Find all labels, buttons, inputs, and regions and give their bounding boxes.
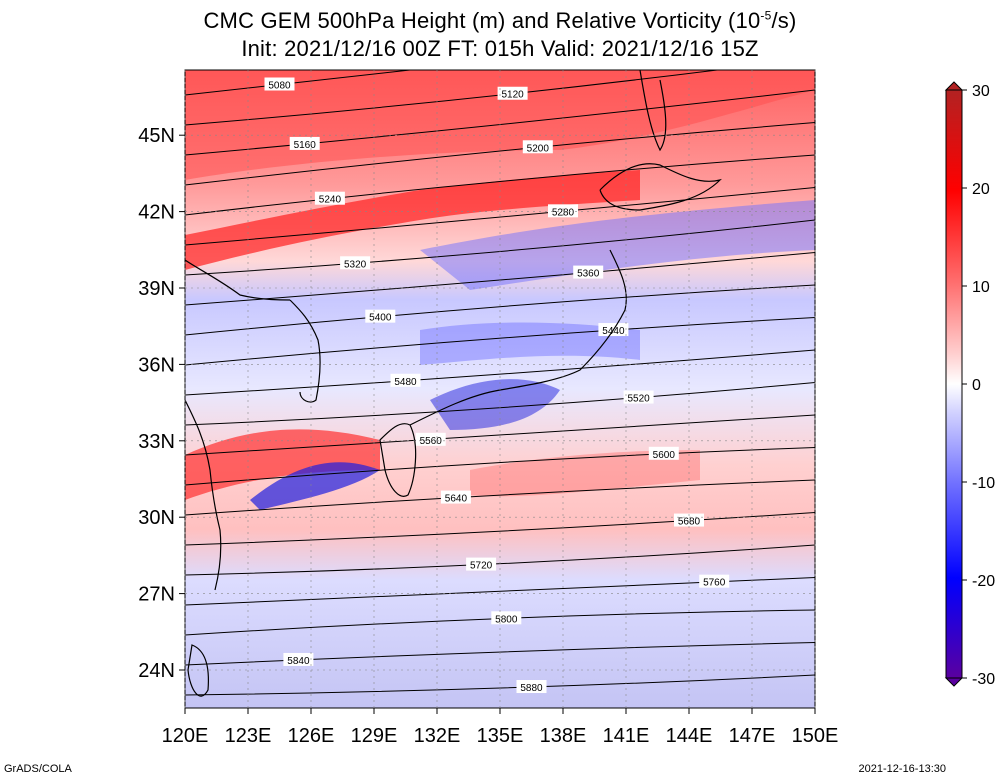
title-suffix: /s) [771, 8, 797, 33]
y-tick-label: 27N [138, 584, 175, 606]
contour-label: 5160 [294, 140, 317, 151]
contour-label-background [516, 680, 547, 694]
x-axis: 120E 123E 126E 129E 132E 135E 138E 141E 144E 147E… [162, 70, 839, 747]
y-axis: 24N 27N 30N 33N 36N 39N 42N 45N [138, 125, 815, 682]
x-tick-label: 135E [477, 725, 524, 747]
contour-label-background [699, 574, 730, 588]
contour-label: 5680 [678, 517, 701, 528]
contour-label-background [264, 77, 295, 91]
contour-label-background [340, 256, 371, 270]
contour-label-background [466, 557, 497, 571]
contour-label: 5080 [268, 81, 291, 92]
height-contour-line [185, 512, 815, 546]
contour-label: 5480 [394, 377, 417, 388]
colorbar-label: 0 [972, 377, 981, 394]
x-tick-label: 150E [792, 725, 839, 747]
x-tick-label: 132E [414, 725, 461, 747]
contour-label: 5720 [470, 561, 493, 572]
contour-label-background [573, 265, 604, 279]
height-contour-line [185, 349, 815, 396]
contour-label-background [289, 136, 320, 150]
height-contour-line [185, 284, 815, 336]
colorbar-bottom-arrow [944, 677, 964, 687]
height-contour-line [185, 317, 815, 366]
height-contour-line [185, 122, 815, 186]
colorbar-label: -20 [972, 573, 995, 590]
contour-label-background [497, 86, 528, 100]
height-contour-line [185, 187, 815, 246]
height-contour-line [185, 414, 815, 456]
contour-label-background [623, 390, 654, 404]
contour-label-background [440, 490, 471, 504]
x-tick-label: 141E [603, 725, 650, 747]
contour-label: 5640 [445, 494, 468, 505]
x-tick-label: 126E [288, 725, 335, 747]
height-contour-line [185, 479, 815, 516]
height-contour-labels: 5080 5120 5160 5200 5240 5280 5320 5360 5400 5440… [264, 77, 730, 694]
y-tick-label: 24N [138, 660, 175, 682]
y-tick-label: 42N [138, 202, 175, 224]
title-exponent: -5 [760, 8, 772, 23]
contour-label: 5320 [344, 259, 367, 270]
contour-label: 5800 [495, 614, 518, 625]
contour-label-background [390, 373, 421, 387]
footer-timestamp: 2021-12-16-13:30 [858, 763, 946, 775]
colorbar-label: 10 [972, 279, 990, 296]
y-tick-label: 33N [138, 431, 175, 453]
contour-label-background [491, 611, 522, 625]
y-tick-label: 39N [138, 278, 175, 300]
contour-label-background [365, 309, 396, 323]
y-tick-label: 36N [138, 354, 175, 376]
contour-label: 5440 [602, 326, 625, 337]
colorbar-label: -30 [972, 671, 995, 688]
contour-label: 5280 [552, 207, 575, 218]
contour-label-background [522, 140, 553, 154]
contour-label-background [648, 446, 679, 460]
height-contour-line [185, 154, 815, 216]
x-tick-label: 120E [162, 725, 209, 747]
colorbar-top-arrow [944, 81, 964, 91]
x-tick-label: 147E [729, 725, 776, 747]
chart-subtitle: Init: 2021/12/16 00Z FT: 015h Valid: 202… [241, 36, 759, 61]
contour-label: 5200 [527, 143, 550, 154]
colorbar: 30 20 10 0 -10 -20 -30 [944, 81, 995, 688]
contour-label-background [314, 191, 345, 205]
contour-label: 5840 [287, 656, 310, 667]
y-tick-label: 45N [138, 125, 175, 147]
contour-label: 5760 [703, 578, 726, 589]
colorbar-gradient [945, 89, 963, 679]
contour-label: 5360 [577, 269, 600, 280]
contour-label-background [415, 432, 446, 446]
contour-label: 5400 [369, 313, 392, 324]
height-contour-line [185, 447, 815, 486]
contour-label: 5120 [501, 90, 524, 101]
footer-software: GrADS/COLA [4, 763, 72, 775]
y-tick-label: 30N [138, 507, 175, 529]
contour-label: 5880 [520, 683, 543, 694]
colorbar-label: 20 [972, 181, 990, 198]
contour-label: 5240 [319, 195, 342, 206]
contour-label: 5600 [653, 450, 676, 461]
contour-label-background [548, 204, 578, 218]
x-tick-label: 129E [351, 725, 398, 747]
colorbar-label: -10 [972, 475, 995, 492]
contour-label: 5520 [627, 394, 650, 405]
x-tick-label: 123E [225, 725, 272, 747]
contour-label: 5560 [420, 436, 443, 447]
x-tick-label: 138E [540, 725, 587, 747]
coastlines [185, 70, 722, 697]
colorbar-label: 30 [972, 83, 990, 100]
x-tick-label: 144E [666, 725, 713, 747]
contour-label-background [283, 652, 314, 666]
chart-title: CMC GEM 500hPa Height (m) and Relative V… [0, 8, 1000, 34]
title-prefix: CMC GEM 500hPa Height (m) and Relative V… [203, 8, 761, 33]
